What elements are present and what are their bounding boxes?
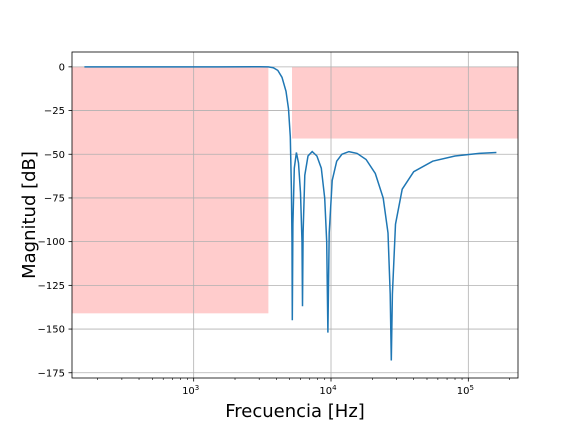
spec-region-1 xyxy=(72,66,269,314)
y-axis-ticks: 0 −25 −50 −75 −100 −125 −150 −175 xyxy=(38,62,72,379)
y-tick-label: −75 xyxy=(44,193,65,204)
spec-region-2 xyxy=(292,66,518,139)
y-tick-label: −100 xyxy=(38,237,65,248)
y-tick-label: −175 xyxy=(38,368,65,379)
x-tick-label: 103 xyxy=(182,384,199,397)
y-tick-label: −25 xyxy=(44,106,65,117)
x-tick-label: 105 xyxy=(457,384,474,397)
y-axis-label: Magnitud [dB] xyxy=(19,151,40,279)
x-tick-label: 104 xyxy=(319,384,337,397)
x-axis-ticks: 103 104 105 xyxy=(97,378,510,397)
series-line-magnitude xyxy=(84,65,497,361)
y-tick-label: −125 xyxy=(38,281,65,292)
y-tick-label: −50 xyxy=(44,150,65,161)
y-tick-label: 0 xyxy=(59,62,65,73)
spec-regions xyxy=(72,66,518,314)
plot-frame xyxy=(71,51,519,379)
y-tick-label: −150 xyxy=(38,325,65,336)
x-axis-label: Frecuencia [Hz] xyxy=(225,401,365,422)
